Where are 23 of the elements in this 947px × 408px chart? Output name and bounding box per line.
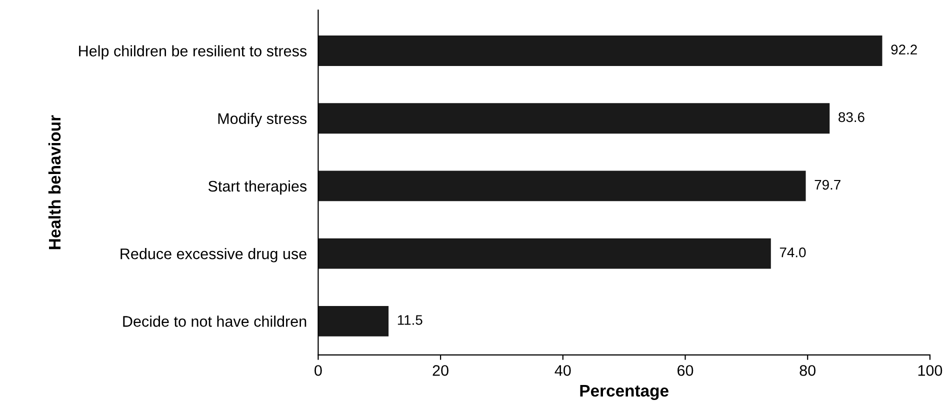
x-axis-title: Percentage: [580, 385, 668, 400]
y-axis-title: Health behaviour: [48, 115, 61, 250]
data-label: 11.5: [398, 315, 422, 325]
data-label: 79.7: [814, 180, 840, 190]
x-tick-label: 60: [678, 365, 694, 376]
x-tick-label: 100: [918, 365, 942, 376]
x-tick-label: 20: [432, 365, 448, 376]
y-tick-label: Start therapies: [208, 180, 307, 195]
x-tick-label: 0: [314, 365, 322, 376]
y-tick-label: Help children be resilient to stress: [79, 45, 307, 60]
x-tick-label: 40: [554, 365, 571, 376]
y-tick-label: Reduce excessive drug use: [120, 248, 306, 262]
y-tick-label: Decide to not have children: [123, 316, 306, 327]
data-label: 92.2: [891, 44, 917, 54]
bar: [318, 306, 389, 336]
data-label: 83.6: [838, 112, 864, 122]
bar: [318, 36, 882, 66]
x-tick-label: 80: [800, 365, 816, 376]
bar: [318, 238, 771, 269]
bar: [318, 170, 806, 202]
y-tick-label: Modify stress: [218, 112, 307, 128]
data-label: 74.0: [780, 247, 806, 258]
bar: [318, 103, 830, 134]
